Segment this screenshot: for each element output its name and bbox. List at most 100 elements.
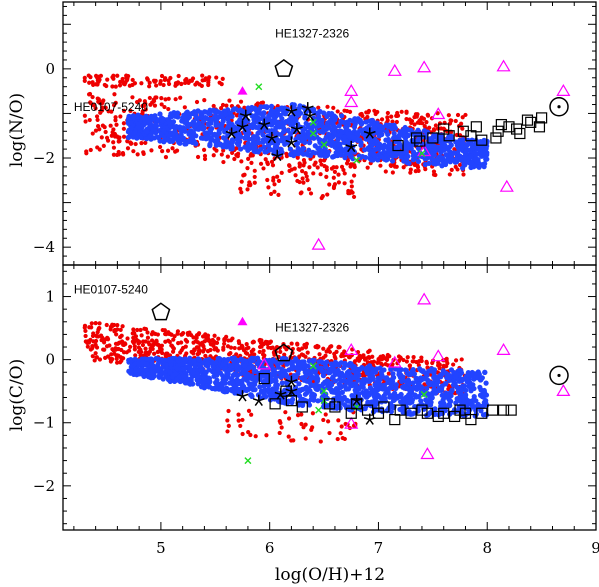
model-point-red <box>385 115 390 120</box>
model-point-red <box>148 346 153 351</box>
model-point-red <box>211 103 216 109</box>
model-point-blue <box>373 401 379 407</box>
model-point-red <box>463 112 468 118</box>
model-point-blue <box>203 136 209 142</box>
model-point-blue <box>439 371 445 378</box>
model-point-blue <box>439 400 445 406</box>
model-point-red <box>228 338 234 343</box>
model-point-red <box>441 126 446 131</box>
model-point-red <box>306 187 312 192</box>
model-point-blue <box>236 142 242 148</box>
model-point-blue <box>235 108 241 114</box>
model-point-red <box>154 339 159 344</box>
model-point-red <box>135 152 140 157</box>
model-point-blue <box>297 110 304 116</box>
model-point-blue <box>143 128 150 135</box>
model-point-red <box>112 92 117 97</box>
model-point-red <box>257 337 262 343</box>
model-point-blue <box>430 160 437 166</box>
model-point-blue <box>310 149 316 156</box>
model-point-blue <box>223 142 229 148</box>
model-point-red <box>96 326 102 331</box>
model-point-red <box>118 79 123 84</box>
model-point-blue <box>274 110 281 117</box>
model-point-blue <box>276 120 283 126</box>
model-point-red <box>347 191 352 196</box>
model-point-red <box>159 102 164 107</box>
marker-star-0-2 <box>239 109 252 121</box>
model-point-red <box>166 96 171 101</box>
model-point-red <box>293 173 298 178</box>
model-point-red <box>265 340 270 345</box>
model-point-red <box>259 344 264 349</box>
model-point-blue <box>349 383 355 389</box>
model-point-red <box>409 118 415 124</box>
model-point-red <box>252 180 257 185</box>
model-point-blue <box>468 160 475 166</box>
model-point-blue <box>185 123 191 130</box>
model-point-blue <box>140 371 146 377</box>
model-point-blue <box>280 355 287 361</box>
model-point-blue <box>406 380 412 387</box>
model-point-red <box>165 148 171 153</box>
model-point-red <box>325 192 330 197</box>
model-point-red <box>93 342 98 347</box>
model-point-red <box>437 366 442 371</box>
model-point-red <box>108 123 113 128</box>
model-point-red <box>367 348 372 353</box>
model-point-blue <box>180 373 187 379</box>
model-point-red <box>110 75 115 80</box>
model-point-blue <box>388 366 394 372</box>
model-point-red <box>147 349 153 354</box>
model-point-red <box>246 408 252 413</box>
model-cloud-panel-2 <box>82 321 490 444</box>
model-point-red <box>412 122 417 127</box>
model-point-blue <box>265 387 272 393</box>
model-point-red <box>338 431 343 436</box>
model-point-blue <box>368 157 374 163</box>
model-point-red <box>239 159 244 164</box>
model-point-red <box>407 363 412 368</box>
model-point-blue <box>424 372 430 378</box>
model-point-blue <box>179 361 185 367</box>
model-point-blue <box>200 379 206 385</box>
model-point-blue <box>361 392 368 398</box>
model-point-red <box>202 98 207 103</box>
model-point-blue <box>247 392 254 398</box>
model-point-red <box>208 347 213 353</box>
model-point-red <box>131 149 136 154</box>
model-point-red <box>433 123 438 128</box>
model-point-blue <box>209 385 215 392</box>
model-point-blue <box>249 363 255 370</box>
model-point-blue <box>234 372 241 379</box>
model-point-blue <box>306 140 313 146</box>
model-point-red <box>337 345 342 350</box>
model-point-red <box>199 83 204 89</box>
marker-open-square-0-8 <box>470 121 482 133</box>
model-point-red <box>138 347 143 352</box>
model-point-red <box>317 352 322 357</box>
model-point-red <box>232 345 237 351</box>
model-point-red <box>257 349 262 355</box>
model-point-blue <box>128 126 134 132</box>
model-point-blue <box>366 146 372 152</box>
model-point-red <box>366 108 372 114</box>
marker-open-triangle-0-5 <box>431 107 446 120</box>
model-point-red <box>297 354 302 359</box>
model-point-red <box>130 82 135 87</box>
model-point-blue <box>480 150 486 156</box>
model-point-blue <box>208 119 214 125</box>
model-point-red <box>97 357 103 362</box>
model-point-red <box>124 350 129 355</box>
model-point-blue <box>169 113 175 120</box>
model-point-red <box>168 75 173 81</box>
model-point-red <box>202 156 208 162</box>
model-point-red <box>449 167 454 172</box>
model-point-red <box>379 361 384 366</box>
model-point-red <box>268 191 274 197</box>
model-point-blue <box>128 120 134 126</box>
model-point-blue <box>447 144 453 150</box>
marker-open-triangle-1-7 <box>420 447 435 460</box>
model-point-red <box>299 412 304 417</box>
model-point-red <box>202 339 207 344</box>
